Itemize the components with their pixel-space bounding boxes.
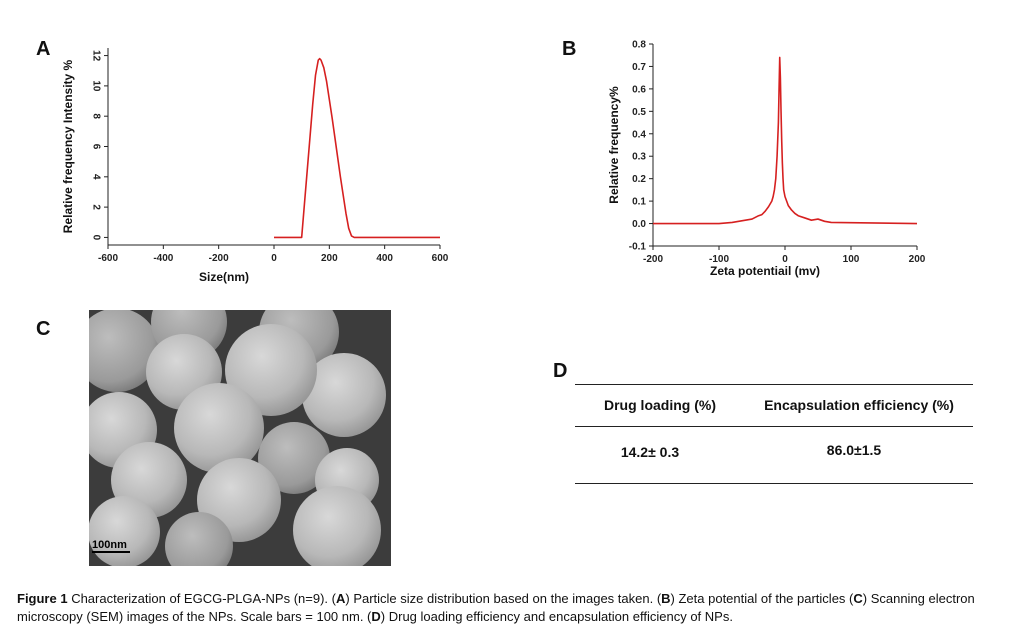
x-tick-label: 100: [843, 254, 860, 265]
y-tick-label: 0.5: [632, 107, 646, 118]
series-line: [653, 56, 918, 225]
y-tick-label: 0.8: [632, 40, 646, 51]
x-tick-label: 400: [376, 253, 393, 264]
figure-caption: Figure 1 Characterization of EGCG-PLGA-N…: [17, 590, 997, 626]
sem-image: 100nm: [89, 310, 391, 566]
y-tick-label: 0.1: [632, 197, 646, 208]
x-tick-label: -400: [153, 253, 173, 264]
y-axis-label: Relative frequency Intensity %: [61, 59, 75, 233]
y-tick-label: 10: [90, 80, 101, 92]
y-tick-label: 8: [90, 113, 101, 119]
table-header-encapsulation: Encapsulation efficiency (%): [764, 397, 954, 413]
x-tick-label: -600: [98, 253, 118, 264]
zeta-potential-chart: -200 -100 0 100 200 -0.1 0.0 0.1 0.2 0.3 0.4 0.5 0.6…: [607, 40, 926, 279]
table-value-drug-loading: 14.2± 0.3: [620, 444, 680, 460]
scale-bar: [92, 551, 130, 553]
y-tick-label: 0.0: [632, 219, 646, 230]
panel-label-b: B: [562, 38, 577, 60]
table-middle-rule: [575, 426, 973, 427]
x-axis-label: Size(nm): [199, 270, 249, 284]
y-tick-label: 12: [90, 50, 101, 62]
y-tick-label: -0.1: [629, 242, 647, 253]
x-tick-label: -200: [209, 253, 229, 264]
y-tick-label: 6: [90, 144, 101, 150]
caption-b: B: [661, 591, 671, 606]
y-tick-label: 0.3: [632, 152, 646, 163]
caption-c: C: [853, 591, 863, 606]
panel-label-c: C: [36, 318, 51, 340]
y-tick-label: 0.6: [632, 84, 646, 95]
x-tick-label: 0: [782, 254, 788, 265]
y-tick-label: 2: [90, 204, 101, 210]
x-tick-label: 0: [271, 253, 277, 264]
y-tick-label: 0: [90, 235, 101, 241]
caption-a-text: ) Particle size distribution based on th…: [345, 591, 662, 606]
x-tick-label: 600: [432, 253, 449, 264]
table-bottom-rule: [575, 483, 973, 484]
x-axis-label: Zeta potentiail (mv): [710, 264, 820, 278]
panel-label-a: A: [36, 38, 51, 60]
x-tick-label: -100: [709, 254, 729, 265]
table-top-rule: [575, 384, 973, 385]
y-tick-label: 0.4: [632, 129, 646, 140]
caption-intro: Characterization of EGCG-PLGA-NPs (n=9).…: [67, 591, 336, 606]
drug-loading-table: Drug loading (%) Encapsulation efficienc…: [575, 384, 973, 484]
caption-figure-label: Figure 1: [17, 591, 68, 606]
x-tick-label: 200: [321, 253, 338, 264]
y-tick-label: 0.2: [632, 174, 646, 185]
x-tick-label: -200: [643, 254, 663, 265]
y-tick-label: 4: [90, 174, 101, 180]
series-line: [274, 57, 440, 239]
table-value-encapsulation: 86.0±1.5: [826, 442, 882, 458]
x-tick-label: 200: [909, 254, 926, 265]
size-distribution-chart: -600 -400 -200 0 200 400 600 0 2 4 6 8 10 12 Size(nm) R…: [61, 48, 449, 284]
caption-a: A: [335, 591, 346, 606]
caption-c-text: ) Scanning electron microscopy (SEM) ima…: [17, 591, 975, 624]
y-axis-label: Relative frequency%: [607, 86, 621, 204]
y-tick-label: 0.7: [632, 62, 646, 73]
table-header-drug-loading: Drug loading (%): [604, 397, 716, 413]
scale-bar-label: 100nm: [92, 539, 127, 551]
caption-d-text: ) Drug loading efficiency and encapsulat…: [380, 609, 733, 624]
nanoparticle-spheres: [89, 310, 386, 566]
caption-d: D: [371, 609, 381, 624]
caption-b-text: ) Zeta potential of the particles (: [670, 591, 854, 606]
panel-label-d: D: [553, 360, 568, 382]
